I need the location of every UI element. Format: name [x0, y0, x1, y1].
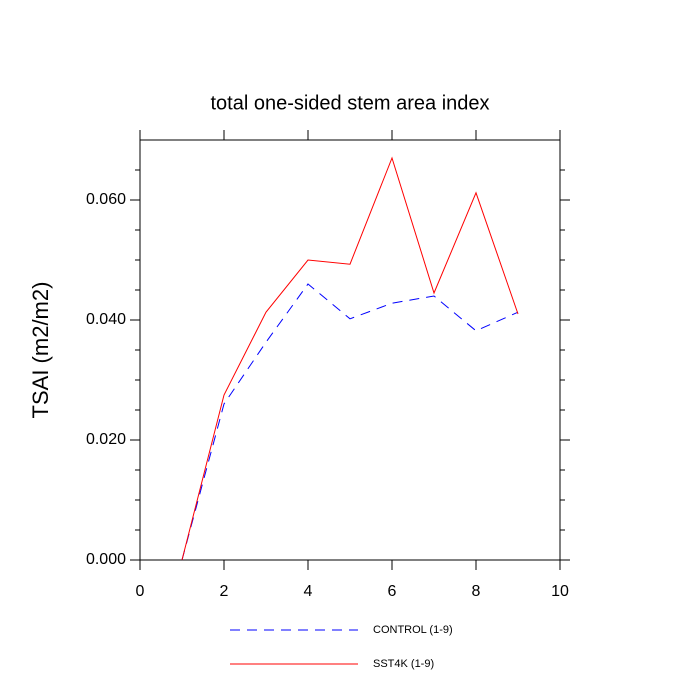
x-tick-label: 0	[136, 583, 145, 600]
series-line	[181, 283, 519, 561]
x-tick-label: 2	[220, 583, 229, 600]
series-line	[181, 156, 519, 561]
x-tick-label: 6	[388, 583, 397, 600]
x-tick-label: 4	[304, 583, 313, 600]
x-tick-label: 10	[551, 583, 569, 600]
y-tick-label: 0.040	[86, 311, 126, 328]
legend-label: SST4K (1-9)	[373, 658, 434, 670]
y-tick-label: 0.000	[86, 551, 126, 568]
y-axis-label: TSAI (m2/m2)	[28, 282, 53, 419]
y-tick-label: 0.020	[86, 431, 126, 448]
plot-frame	[139, 139, 561, 561]
chart-title: total one-sided stem area index	[210, 92, 489, 114]
x-tick-label: 8	[472, 583, 481, 600]
y-tick-label: 0.060	[86, 191, 126, 208]
legend-label: CONTROL (1-9)	[373, 624, 453, 636]
